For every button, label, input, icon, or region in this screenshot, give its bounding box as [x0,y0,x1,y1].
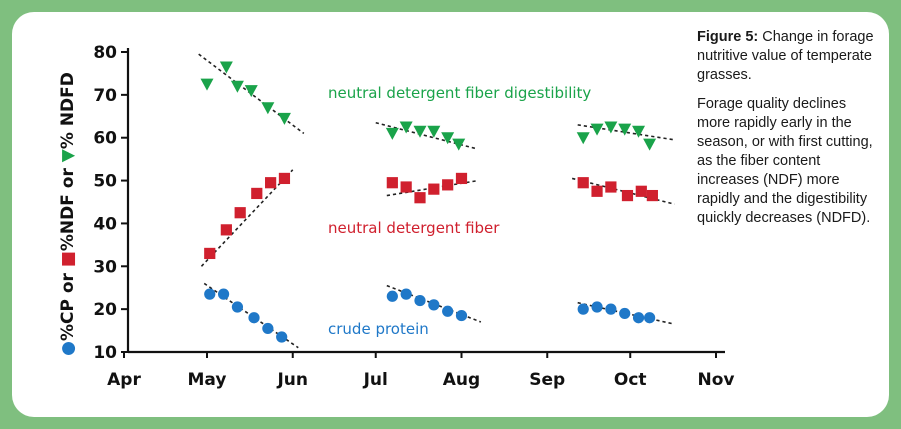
ndf-point [635,185,647,197]
cp-point [204,288,216,300]
ndf-point [220,224,232,236]
cp-point [442,305,454,317]
ndf-point [621,189,634,202]
ndfd-point [441,132,455,145]
ndfd-point [399,121,413,134]
x-tick-label: Jul [363,370,388,390]
y-label-or: or [58,162,78,194]
x-tick-label: Sep [529,370,565,390]
x-tick-label: Nov [698,370,735,390]
cp-point [455,309,468,322]
markers-layer [200,61,658,343]
cp-point [231,301,244,313]
y-tick-label: 60 [93,129,117,149]
ndf-symbol: ■ [58,251,78,267]
ndf-point [278,172,291,185]
cp-point [248,312,260,324]
ndfd-point [643,138,657,151]
cp-point [276,331,288,343]
ndfd-point [230,80,244,93]
y-tick-label: 80 [93,43,117,63]
ndf-point [251,187,263,200]
annotation-ndf: neutral detergent fiber [328,219,500,237]
ndf-point [204,247,216,260]
ndfd-point [277,112,291,125]
y-axis-label: ●%CP or ■%NDF or ▼% NDFD [58,72,78,356]
ndfd-trendline [375,121,476,150]
cp-symbol: ● [58,341,78,356]
ndfd-point [219,61,233,74]
ndfd-point [385,127,399,140]
x-tick-label: Oct [614,370,647,390]
cp-point [217,288,230,300]
cp-point [428,299,440,311]
y-tick-label: 30 [93,257,117,277]
cp-point [262,322,274,335]
cp-point [632,312,645,324]
ndfd-point [427,125,441,138]
ndf-point [646,189,658,202]
ndfd-point [200,78,214,91]
x-tick-label: Aug [443,370,480,390]
ndf-point [386,177,398,189]
ndfd-point [413,125,427,138]
ndf-point [442,179,454,191]
ndf-point [605,181,617,193]
cp-point [400,288,412,300]
y-label-or: or [58,267,78,299]
axes-layer [121,48,725,358]
ndfd-point [576,132,590,145]
y-tick-label: 10 [93,343,117,363]
ndf-point [234,207,246,219]
ndfd-point [618,123,632,136]
ndfd-symbol: ▼ [58,148,78,162]
ndfd-point [261,102,275,115]
cp-point [577,303,589,315]
figure-caption: Figure 5: Change in forage nutritive val… [697,28,877,238]
cp-point [644,312,656,324]
x-tick-label: Apr [107,370,141,390]
ndfd-point [632,125,646,138]
y-tick-label: 20 [93,300,117,320]
ndfd-point [244,85,258,98]
cp-point [619,307,631,320]
y-tick-label: 70 [93,86,117,106]
ndf-point [428,183,440,195]
caption-title: Figure 5: Change in forage nutritive val… [697,28,877,85]
ndfd-point [452,138,466,151]
ndf-point [591,185,603,197]
ndfd-point [604,121,618,134]
cp-point [605,303,617,315]
ndf-point [265,177,277,189]
x-tick-label: Jun [276,370,308,390]
figure-card [12,12,889,417]
x-tick-label: May [188,370,227,390]
cp-point [414,294,426,307]
y-label-ndfd: % NDFD [58,72,78,149]
figure-label: Figure 5: [697,29,759,45]
labels-layer: neutral detergent fiber digestibility ne… [58,43,735,390]
caption-title-text: Change in forage nutritive value of temp… [697,29,874,83]
ndf-point [455,172,468,185]
ndf-point [400,181,412,193]
y-label-cp: %CP [58,299,78,341]
ndf-point [414,192,426,204]
cp-trendline [577,301,675,325]
annotation-cp: crude protein [328,320,429,338]
ndfd-point [590,123,604,136]
annotation-ndfd: neutral detergent fiber digestibility [328,84,591,102]
cp-point [386,290,398,302]
ndfd-trendline [577,124,675,141]
ndf-point [577,177,589,189]
y-tick-label: 40 [93,214,117,234]
cp-point [591,301,603,313]
y-tick-label: 50 [93,172,117,192]
caption-body: Forage quality declines more rapidly ear… [697,96,873,226]
y-label-ndf: %NDF [58,194,78,251]
